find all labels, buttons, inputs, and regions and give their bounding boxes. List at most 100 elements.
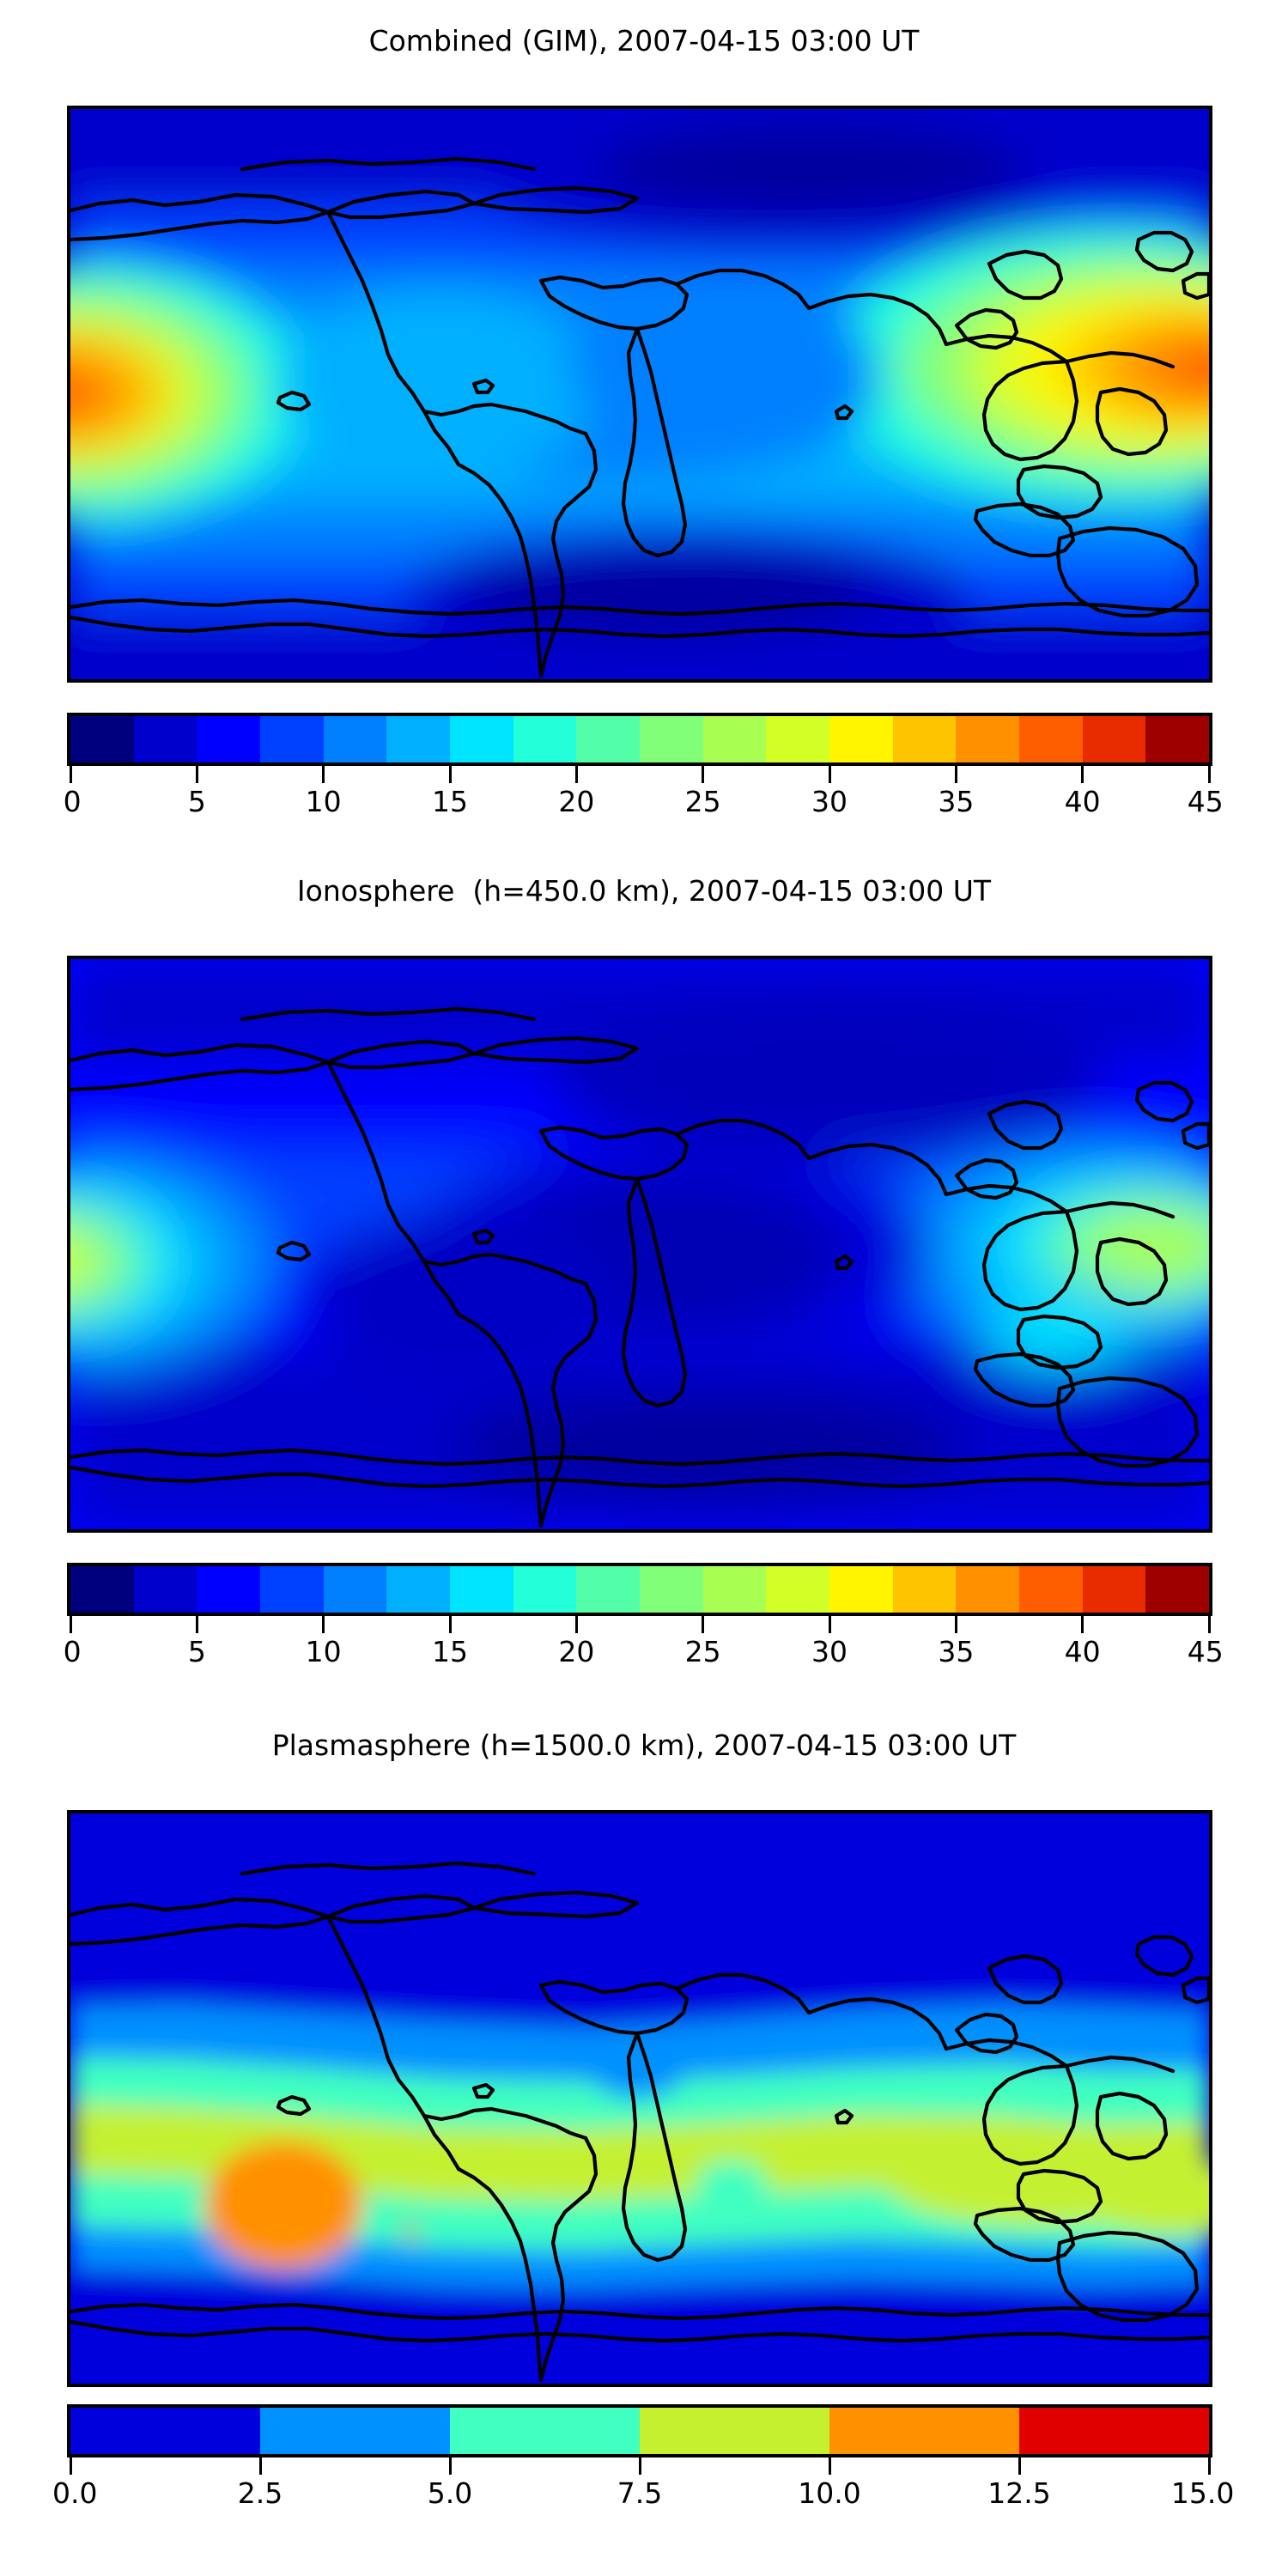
colorbar-tick-label: 20 — [558, 785, 595, 818]
colorbar-segment — [576, 716, 641, 762]
colorbar-segment — [260, 2408, 450, 2454]
colorbar-segment — [829, 2408, 1019, 2454]
colorbar-segment — [702, 716, 767, 762]
colorbar-segment — [450, 716, 513, 762]
colorbar-tick — [448, 1616, 452, 1633]
colorbar-tick — [574, 1616, 578, 1633]
colorbar-tick — [828, 1616, 831, 1633]
colorbar-tick-label: 30 — [811, 1635, 848, 1668]
colorbar-segment — [260, 1566, 324, 1613]
colorbar-segment — [640, 1566, 703, 1613]
panel-title-plasmasphere: Plasmasphere (h=1500.0 km), 2007-04-15 0… — [271, 1728, 1017, 1762]
panel-plasmasphere: Plasmasphere (h=1500.0 km), 2007-04-15 0… — [0, 1704, 1288, 2576]
colorbar-tick-label: 15 — [432, 1635, 468, 1668]
colorbar-tick-label: 35 — [938, 1635, 975, 1668]
colorbar-tick — [195, 766, 198, 783]
colorbar-tick-label: 40 — [1064, 1635, 1101, 1668]
map-svg-plasmasphere — [70, 1814, 1209, 2384]
colorbar-ticks-plasmasphere — [67, 2458, 1212, 2476]
colorbar-combined — [67, 713, 1212, 766]
map-ionosphere — [67, 956, 1212, 1533]
colorbar-tick-label: 40 — [1064, 785, 1101, 818]
colorbar-segment — [1019, 1566, 1083, 1613]
colorbar-segment — [133, 716, 197, 762]
colorbar-tick — [1018, 2458, 1021, 2475]
colorbar-tick-label: 15.0 — [1170, 2476, 1235, 2510]
colorbar-plasmasphere — [67, 2404, 1212, 2458]
colorbar-segment — [766, 716, 830, 762]
colorbar-tick — [69, 2458, 72, 2475]
colorbar-segment — [133, 1566, 197, 1613]
colorbar-tick — [258, 2458, 262, 2475]
panel-title-combined: Combined (GIM), 2007-04-15 03:00 UT — [368, 24, 920, 58]
colorbar-tick — [702, 1616, 705, 1633]
colorbar-segment — [1145, 1566, 1210, 1613]
colorbar-tick-label: 5.0 — [427, 2476, 473, 2510]
map-svg-combined — [70, 109, 1209, 679]
map-svg-ionosphere — [70, 959, 1209, 1529]
colorbar-segment — [70, 1566, 134, 1613]
colorbar-tick — [195, 1616, 198, 1633]
colorbar-labels-ionosphere: 0 5 10 15 20 25 30 35 40 45 — [63, 1635, 1224, 1673]
colorbar-segment — [450, 2408, 640, 2454]
colorbar-tick — [702, 766, 705, 783]
colorbar-tick — [954, 766, 957, 783]
colorbar-segment — [386, 1566, 451, 1613]
colorbar-tick-label: 0.0 — [52, 2476, 98, 2510]
colorbar-ticks-ionosphere — [67, 1616, 1212, 1635]
colorbar-tick-label: 30 — [811, 785, 848, 818]
colorbar-segment — [70, 716, 134, 762]
colorbar-segment — [70, 2408, 260, 2454]
colorbar-segment — [702, 1566, 767, 1613]
colorbar-segment — [892, 716, 957, 762]
colorbar-tick-label: 0 — [63, 785, 82, 818]
panel-combined-gim: Combined (GIM), 2007-04-15 03:00 UT — [0, 0, 1288, 859]
colorbar-segment — [640, 716, 703, 762]
colorbar-tick — [828, 2458, 831, 2475]
colorbar-segment — [576, 1566, 641, 1613]
colorbar-tick — [574, 766, 578, 783]
colorbar-tick — [322, 766, 325, 783]
colorbar-segment — [197, 1566, 261, 1613]
colorbar-tick-label: 5 — [187, 1635, 206, 1668]
colorbar-tick — [1207, 766, 1211, 783]
colorbar-segment — [197, 716, 261, 762]
colorbar-tick — [1081, 766, 1084, 783]
colorbar-tick-label: 5 — [187, 785, 206, 818]
colorbar-tick-label: 10 — [305, 1635, 342, 1668]
colorbar-wrap-ionosphere: 0 5 10 15 20 25 30 35 40 45 — [63, 1563, 1224, 1683]
colorbar-tick — [448, 766, 452, 783]
colorbar-tick-label: 7.5 — [617, 2476, 663, 2510]
colorbar-tick — [1207, 2458, 1211, 2475]
colorbar-tick-label: 10 — [305, 785, 342, 818]
colorbar-segment — [956, 1566, 1020, 1613]
colorbar-wrap-combined: 0 5 10 15 20 25 30 35 40 45 — [63, 713, 1224, 833]
colorbar-tick-label: 2.5 — [237, 2476, 283, 2510]
colorbar-tick-label: 15 — [432, 785, 468, 818]
colorbar-ionosphere — [67, 1563, 1212, 1616]
colorbar-segment — [323, 1566, 387, 1613]
colorbar-tick-label: 12.5 — [987, 2476, 1051, 2510]
coastlines-combined — [70, 156, 1209, 678]
colorbar-tick-label: 0 — [63, 1635, 82, 1668]
colorbar-tick — [638, 2458, 641, 2475]
colorbar-segment — [640, 2408, 829, 2454]
colorbar-segment — [386, 716, 451, 762]
colorbar-labels-combined: 0 5 10 15 20 25 30 35 40 45 — [63, 785, 1224, 823]
colorbar-tick-label: 25 — [684, 785, 721, 818]
colorbar-tick — [828, 766, 831, 783]
colorbar-wrap-plasmasphere: 0.0 2.5 5.0 7.5 10.0 12.5 15.0 — [52, 2404, 1234, 2533]
colorbar-segment — [260, 716, 324, 762]
colorbar-tick-label: 10.0 — [798, 2476, 861, 2510]
colorbar-segment — [1019, 716, 1083, 762]
colorbar-tick-label: 45 — [1187, 785, 1224, 818]
colorbar-tick-label: 20 — [558, 1635, 595, 1668]
colorbar-tick-label: 25 — [684, 1635, 721, 1668]
colorbar-segment — [450, 1566, 513, 1613]
map-combined-gim — [67, 106, 1212, 683]
colorbar-segment — [956, 716, 1020, 762]
colorbar-tick — [1207, 1616, 1211, 1633]
colorbar-segment — [513, 1566, 577, 1613]
colorbar-segment — [1082, 716, 1146, 762]
